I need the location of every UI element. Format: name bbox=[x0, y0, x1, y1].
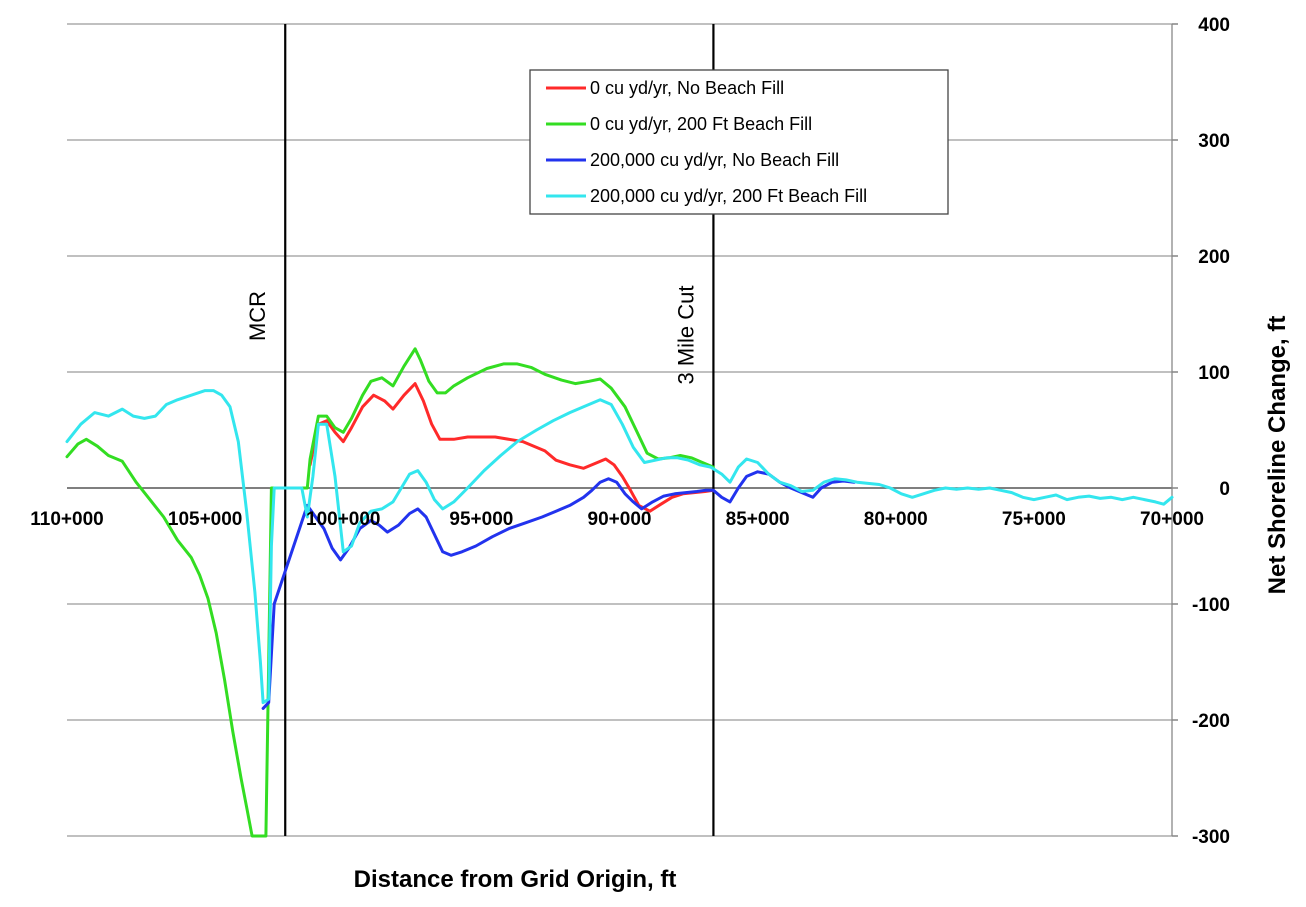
y-axis-ticks: 400 300 200 100 0 -100 -200 -300 bbox=[1192, 15, 1230, 848]
series-line-4 bbox=[65, 389, 1174, 705]
x-tick-label: 85+000 bbox=[726, 509, 790, 530]
x-axis-ticks: 110+000 105+000 100+000 95+000 90+000 85+000 8… bbox=[30, 509, 1204, 530]
y-tick-label: -300 bbox=[1192, 827, 1230, 848]
y-tick-label: 200 bbox=[1198, 247, 1230, 268]
legend-label: 0 cu yd/yr, 200 Ft Beach Fill bbox=[590, 114, 812, 134]
x-axis-title: Distance from Grid Origin, ft bbox=[354, 866, 677, 893]
legend-label: 200,000 cu yd/yr, 200 Ft Beach Fill bbox=[590, 186, 867, 206]
series-line-1 bbox=[308, 382, 715, 513]
x-tick-label: 75+000 bbox=[1002, 509, 1066, 530]
legend: 0 cu yd/yr, No Beach Fill 0 cu yd/yr, 200… bbox=[529, 69, 949, 215]
y-tick-label: 400 bbox=[1198, 15, 1230, 36]
legend-label: 0 cu yd/yr, No Beach Fill bbox=[590, 78, 784, 98]
x-tick-label: 110+000 bbox=[30, 509, 103, 530]
reference-line-label: MCR bbox=[245, 291, 270, 341]
x-tick-label: 70+000 bbox=[1140, 509, 1204, 530]
y-tick-label: -100 bbox=[1192, 595, 1230, 616]
y-tick-label: 100 bbox=[1198, 363, 1230, 384]
x-tick-label: 95+000 bbox=[449, 509, 513, 530]
y-axis-title: Net Shoreline Change, ft bbox=[1264, 316, 1291, 595]
reference-line-label: 3 Mile Cut bbox=[673, 285, 698, 384]
series-line-2 bbox=[65, 347, 715, 838]
legend-box bbox=[529, 69, 949, 215]
series-lines bbox=[65, 347, 1174, 838]
legend-label: 200,000 cu yd/yr, No Beach Fill bbox=[590, 150, 839, 170]
x-tick-label: 105+000 bbox=[168, 509, 243, 530]
x-tick-label: 100+000 bbox=[306, 509, 381, 530]
y-tick-label: 0 bbox=[1219, 479, 1230, 500]
series-line-3 bbox=[261, 470, 856, 710]
x-tick-label: 90+000 bbox=[588, 509, 652, 530]
y-tick-label: 300 bbox=[1198, 131, 1230, 152]
y-tick-label: -200 bbox=[1192, 711, 1230, 732]
x-tick-label: 80+000 bbox=[864, 509, 928, 530]
